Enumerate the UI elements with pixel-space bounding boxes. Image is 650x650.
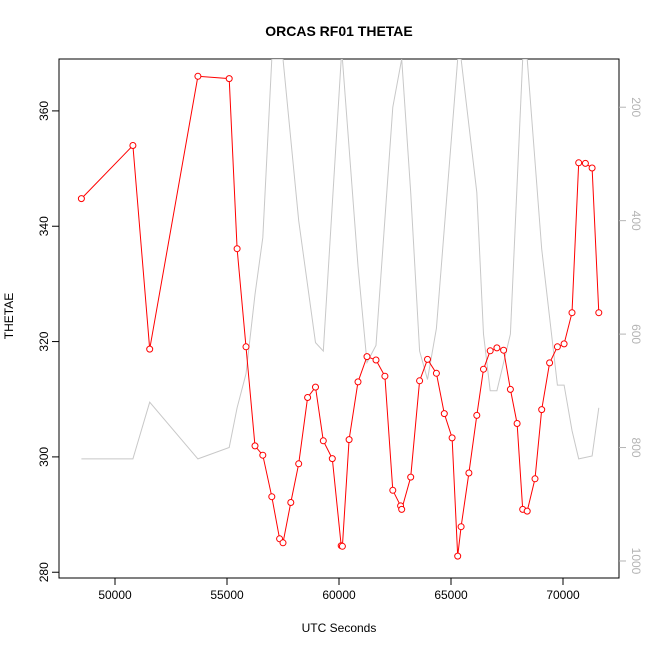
- thetae-point: [363, 353, 371, 361]
- thetae-point: [588, 164, 596, 172]
- thetae-point: [595, 309, 603, 317]
- right-tick-label: 600: [629, 324, 643, 344]
- thetae-point: [575, 159, 583, 167]
- right-axis-ticks: 200 400 600 800 1000: [619, 97, 643, 575]
- thetae-point: [319, 437, 327, 445]
- thetae-point: [440, 410, 448, 418]
- right-tick-label: 800: [629, 438, 643, 458]
- thetae-point: [523, 507, 531, 515]
- thetae-point: [465, 469, 473, 477]
- thetae-point: [568, 309, 576, 317]
- x-tick-label: 65000: [434, 588, 468, 602]
- right-tick-label: 1000: [629, 548, 643, 575]
- thetae-point: [259, 451, 267, 459]
- thetae-point: [500, 346, 508, 354]
- y-tick-label: 360: [37, 101, 51, 121]
- x-tick-label: 55000: [210, 588, 244, 602]
- thetae-point: [398, 505, 406, 513]
- thetae-point: [251, 442, 259, 450]
- thetae-point: [454, 552, 462, 560]
- x-tick-label: 60000: [322, 588, 356, 602]
- thetae-point: [513, 420, 521, 427]
- y-tick-label: 320: [37, 331, 51, 351]
- plot-frame: [58, 58, 620, 579]
- thetae-point: [389, 486, 397, 494]
- right-tick-label: 400: [629, 211, 643, 231]
- thetae-point: [304, 394, 312, 401]
- y-tick-label: 300: [37, 447, 51, 467]
- thetae-point: [129, 142, 137, 149]
- thetae-point: [312, 383, 319, 391]
- pressure-series: [81, 59, 600, 460]
- thetae-line: [81, 75, 600, 557]
- thetae-point: [448, 434, 456, 442]
- x-tick-label: 50000: [98, 588, 132, 602]
- thetae-point: [506, 385, 514, 393]
- thetae-point: [279, 539, 287, 547]
- pressure-line: [81, 59, 600, 460]
- thetae-point: [233, 245, 241, 253]
- y-axis-label: THETAE: [2, 293, 16, 339]
- y-tick-label: 280: [37, 562, 51, 582]
- x-axis-label: UTC Seconds: [302, 621, 377, 635]
- thetae-point: [531, 475, 539, 483]
- thetae-point: [424, 355, 431, 363]
- thetae-point: [416, 377, 424, 385]
- thetae-point: [295, 460, 303, 468]
- y-tick-label: 340: [37, 216, 51, 236]
- y-axis-ticks: 280 300 320 340 360: [37, 101, 59, 582]
- thetae-point: [328, 455, 336, 463]
- thetae-point: [242, 343, 250, 351]
- thetae-point: [493, 344, 501, 352]
- thetae-point: [381, 372, 389, 380]
- thetae-point: [194, 72, 202, 80]
- series-layer: [77, 59, 603, 560]
- thetae-point: [407, 473, 415, 481]
- thetae-series: [77, 72, 603, 560]
- thetae-point: [546, 359, 554, 367]
- x-axis-ticks: 50000 55000 60000 65000 70000: [98, 578, 580, 602]
- thetae-point: [345, 436, 353, 444]
- thetae-point: [372, 356, 380, 364]
- thetae-point: [553, 343, 561, 351]
- chart-title: ORCAS RF01 THETAE: [265, 23, 413, 39]
- thetae-point: [225, 75, 233, 83]
- right-tick-label: 200: [629, 97, 643, 117]
- thetae-point: [338, 542, 346, 550]
- thetae-point: [146, 345, 154, 353]
- thetae-point: [287, 499, 295, 506]
- thetae-point: [480, 365, 487, 373]
- thetae-point: [457, 523, 465, 531]
- thetae-point: [486, 347, 494, 355]
- x-tick-label: 70000: [546, 588, 580, 602]
- thetae-point: [581, 159, 589, 167]
- thetae-point: [354, 378, 362, 386]
- thetae-point: [268, 493, 276, 501]
- thetae-point: [538, 406, 546, 414]
- thetae-point: [473, 411, 481, 419]
- thetae-point: [560, 340, 568, 348]
- thetae-point: [77, 195, 85, 203]
- thetae-point: [432, 369, 440, 377]
